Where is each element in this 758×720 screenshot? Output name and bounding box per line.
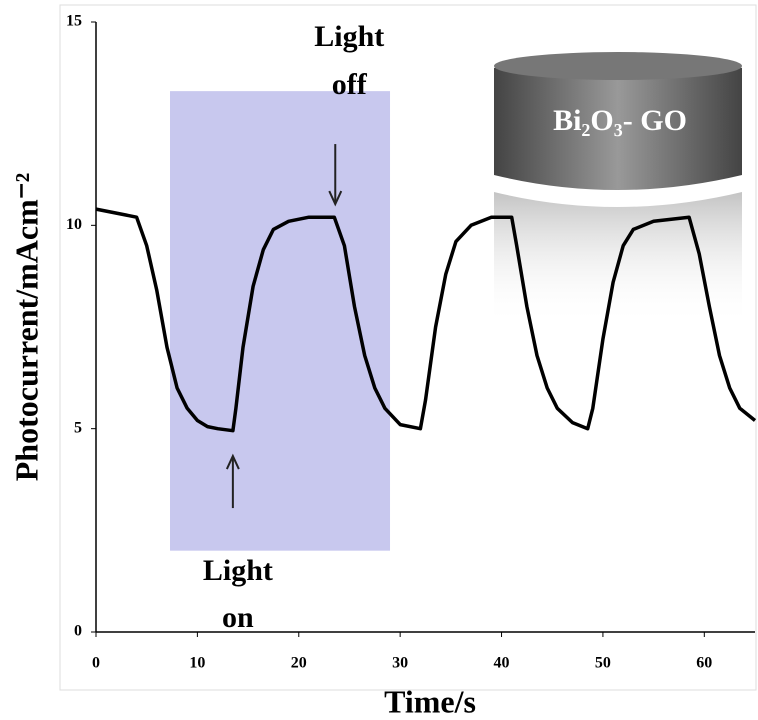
annotation: Light	[314, 20, 384, 53]
annotation: Light	[203, 554, 273, 587]
x-tick-label: 10	[189, 655, 205, 672]
y-tick-label: 0	[74, 623, 82, 640]
y-axis-title: Photocurrent/mAcm⁻²	[8, 173, 44, 481]
annotation: off	[332, 68, 368, 101]
y-tick-label: 5	[74, 419, 82, 436]
x-tick-label: 40	[494, 655, 510, 672]
x-axis-title: Time/s	[384, 683, 476, 719]
data-line	[95, 207, 757, 433]
x-tick-label: 0	[92, 655, 100, 672]
y-tick-label: 15	[66, 13, 82, 30]
x-tick-label: 20	[291, 655, 307, 672]
arrow-head	[328, 190, 343, 207]
y-tick-label: 10	[66, 216, 82, 233]
inset-label: Bi₂O₃- GO	[553, 104, 687, 137]
frame	[59, 4, 757, 691]
shaded-region	[170, 91, 391, 551]
annotation: on	[222, 601, 254, 634]
x-tick-label: 50	[595, 655, 611, 672]
arrow-head	[225, 453, 240, 470]
x-tick-label: 60	[696, 655, 712, 672]
x-tick-label: 30	[392, 655, 408, 672]
